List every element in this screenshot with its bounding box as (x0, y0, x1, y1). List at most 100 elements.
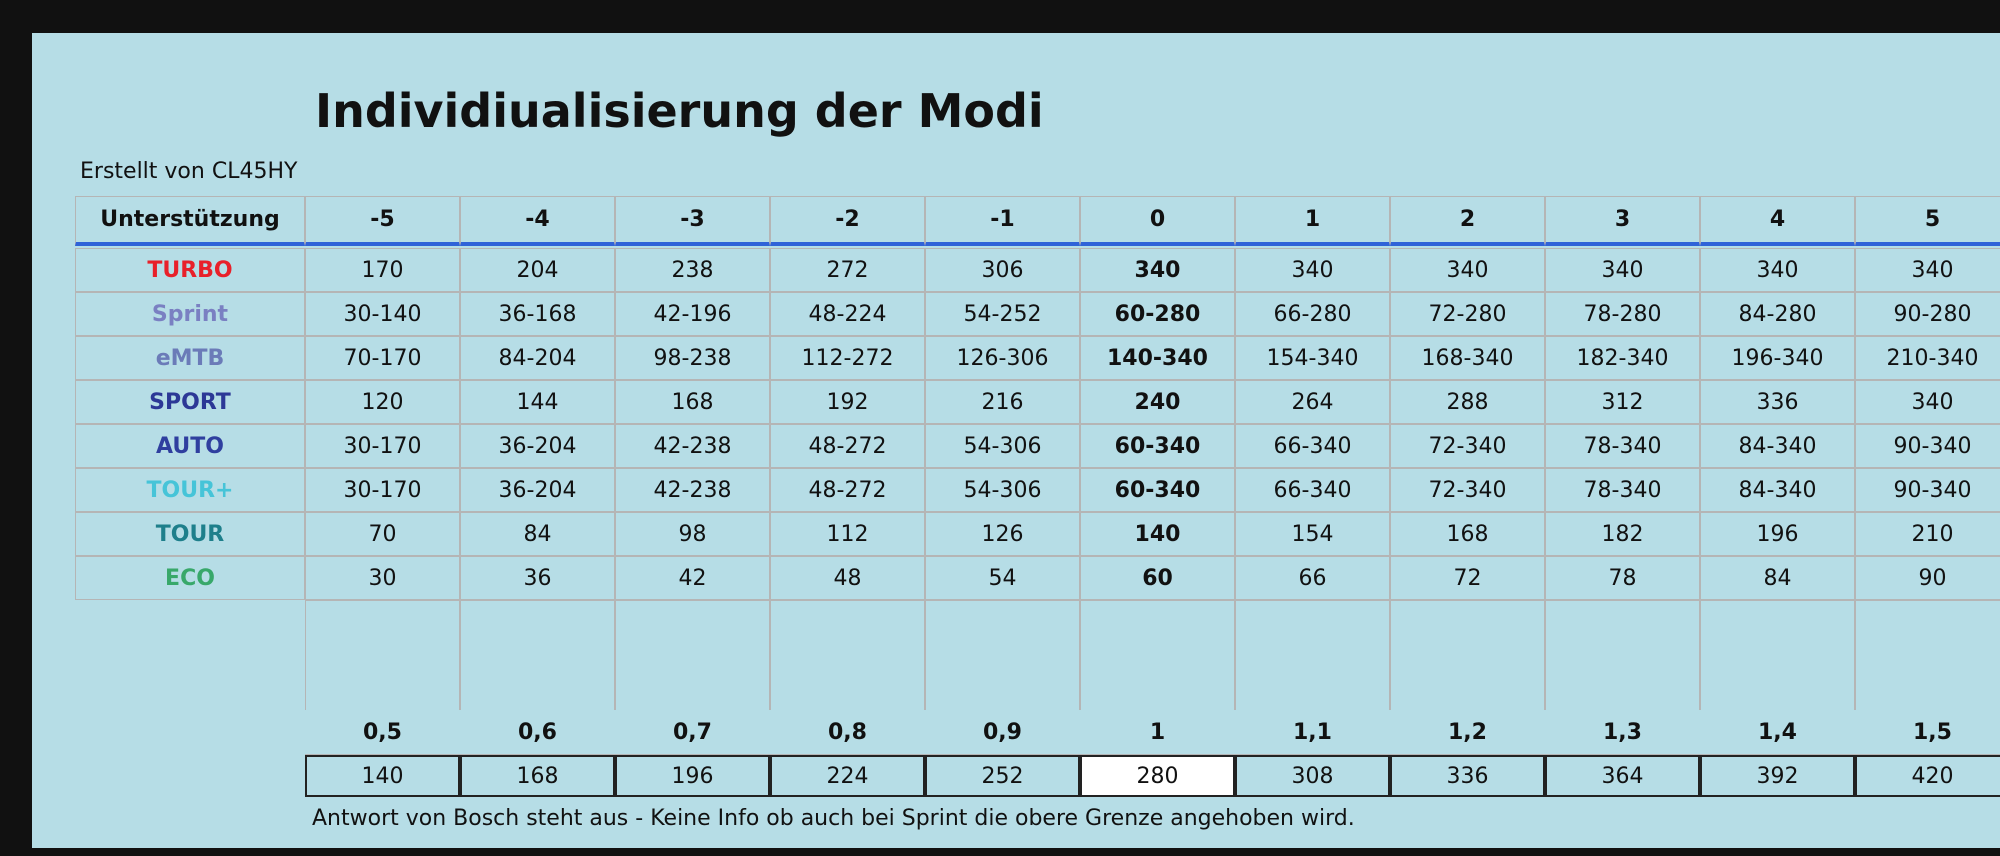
column-header: -3 (615, 196, 770, 246)
factor-value: 420 (1855, 755, 2000, 797)
table-cell: 72-280 (1390, 292, 1545, 336)
table-cell: 54-252 (925, 292, 1080, 336)
table-cell: 264 (1235, 380, 1390, 424)
table-cell: 54 (925, 556, 1080, 600)
factor-value: 364 (1545, 755, 1700, 797)
table-cell: 84-280 (1700, 292, 1855, 336)
table-cell: 54-306 (925, 424, 1080, 468)
column-header: 1 (1235, 196, 1390, 246)
table-cell: 340 (1390, 248, 1545, 292)
factor-value: 224 (770, 755, 925, 797)
table-cell: 168-340 (1390, 336, 1545, 380)
row-label: AUTO (75, 424, 305, 468)
table-cell: 48 (770, 556, 925, 600)
column-header: -2 (770, 196, 925, 246)
table-cell: 336 (1700, 380, 1855, 424)
table-cell: 84-204 (460, 336, 615, 380)
table-cell: 288 (1390, 380, 1545, 424)
table-cell: 60 (1080, 556, 1235, 600)
table-cell: 312 (1545, 380, 1700, 424)
table-cell: 98-238 (615, 336, 770, 380)
table-cell: 48-272 (770, 468, 925, 512)
table-cell: 340 (1235, 248, 1390, 292)
factor-value: 140 (305, 755, 460, 797)
table-cell: 72-340 (1390, 424, 1545, 468)
table-cell: 140-340 (1080, 336, 1235, 380)
table-cell: 170 (305, 248, 460, 292)
row-label: TURBO (75, 248, 305, 292)
table-cell: 154 (1235, 512, 1390, 556)
table-cell: 140 (1080, 512, 1235, 556)
table-cell: 72 (1390, 556, 1545, 600)
table-cell: 36-168 (460, 292, 615, 336)
table-cell: 42-238 (615, 424, 770, 468)
table-cell: 30-140 (305, 292, 460, 336)
table-cell: 340 (1700, 248, 1855, 292)
table-cell: 126 (925, 512, 1080, 556)
table-cell: 42 (615, 556, 770, 600)
table-cell: 154-340 (1235, 336, 1390, 380)
table-cell: 36 (460, 556, 615, 600)
table-cell: 30-170 (305, 424, 460, 468)
factor-value: 196 (615, 755, 770, 797)
row-label: eMTB (75, 336, 305, 380)
table-cell: 196-340 (1700, 336, 1855, 380)
table-cell: 70 (305, 512, 460, 556)
column-header: 2 (1390, 196, 1545, 246)
table-cell: 48-224 (770, 292, 925, 336)
table-cell: 42-196 (615, 292, 770, 336)
table-cell: 72-340 (1390, 468, 1545, 512)
table-cell: 78-340 (1545, 424, 1700, 468)
table-cell: 340 (1855, 380, 2000, 424)
table-cell: 84-340 (1700, 468, 1855, 512)
factor: 1,1 (1235, 710, 1390, 754)
table-cell: 306 (925, 248, 1080, 292)
factor: 0,9 (925, 710, 1080, 754)
table-cell: 112-272 (770, 336, 925, 380)
column-header: 0 (1080, 196, 1235, 246)
table-cell: 78-340 (1545, 468, 1700, 512)
factor-value: 252 (925, 755, 1080, 797)
subtitle: Erstellt von CL45HY (80, 159, 298, 184)
table-cell: 42-238 (615, 468, 770, 512)
table-cell: 168 (615, 380, 770, 424)
table-cell: 84 (460, 512, 615, 556)
table-cell: 60-340 (1080, 424, 1235, 468)
factor-value: 392 (1700, 755, 1855, 797)
table-cell: 340 (1545, 248, 1700, 292)
table-cell: 90-340 (1855, 424, 2000, 468)
row-label: TOUR (75, 512, 305, 556)
column-header: -4 (460, 196, 615, 246)
row-label: Sprint (75, 292, 305, 336)
factor: 1 (1080, 710, 1235, 754)
table-cell: 66 (1235, 556, 1390, 600)
table-cell: 272 (770, 248, 925, 292)
column-header: 4 (1700, 196, 1855, 246)
title: Individiualisierung der Modi (315, 84, 1044, 138)
column-header: 5 (1855, 196, 2000, 246)
table-cell: 78 (1545, 556, 1700, 600)
table-cell: 36-204 (460, 424, 615, 468)
table-cell: 182 (1545, 512, 1700, 556)
table-cell: 182-340 (1545, 336, 1700, 380)
table-cell: 196 (1700, 512, 1855, 556)
table-cell: 60-280 (1080, 292, 1235, 336)
factor: 0,7 (615, 710, 770, 754)
column-header: -1 (925, 196, 1080, 246)
table-cell: 48-272 (770, 424, 925, 468)
table-cell: 54-306 (925, 468, 1080, 512)
row-label: SPORT (75, 380, 305, 424)
factor: 1,5 (1855, 710, 2000, 754)
table-cell: 240 (1080, 380, 1235, 424)
table-cell: 66-280 (1235, 292, 1390, 336)
table-cell: 126-306 (925, 336, 1080, 380)
row-label: ECO (75, 556, 305, 600)
table-cell: 112 (770, 512, 925, 556)
table-cell: 84 (1700, 556, 1855, 600)
factor: 0,6 (460, 710, 615, 754)
table-cell: 70-170 (305, 336, 460, 380)
table-cell: 90 (1855, 556, 2000, 600)
table-cell: 210 (1855, 512, 2000, 556)
column-header: 3 (1545, 196, 1700, 246)
